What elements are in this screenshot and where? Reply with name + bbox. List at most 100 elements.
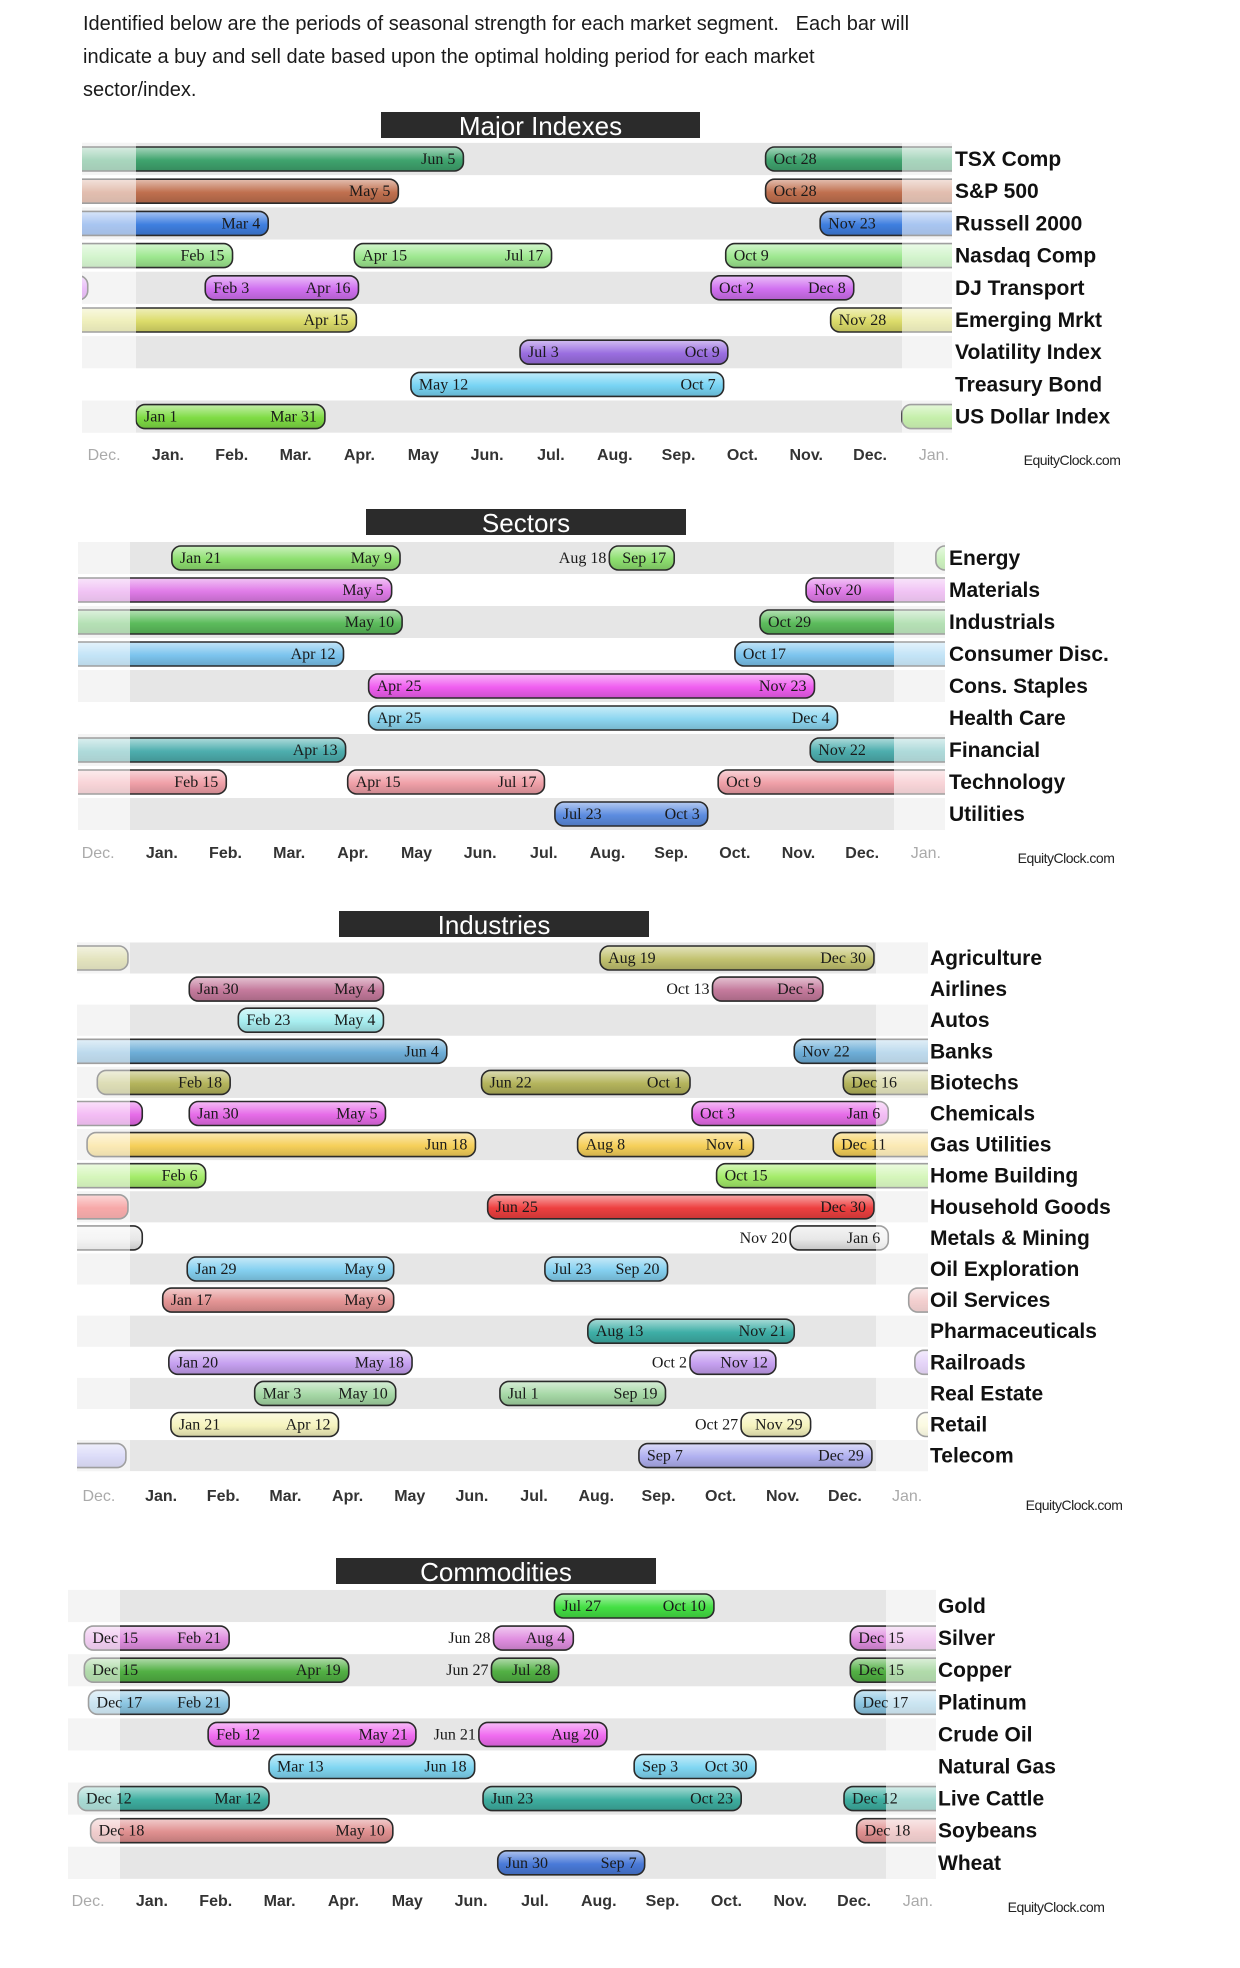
buy-date-label: Dec 18 bbox=[99, 1823, 145, 1840]
axis-month-label: May bbox=[394, 1488, 425, 1505]
sell-date-label: May 10 bbox=[345, 614, 394, 631]
seasonal-bar[interactable] bbox=[367, 673, 816, 699]
seasonal-bar[interactable] bbox=[576, 1131, 755, 1158]
buy-date-label: Sep 3 bbox=[642, 1759, 678, 1776]
axis-month-label: Apr. bbox=[328, 1893, 359, 1910]
buy-date-label: Sep 7 bbox=[647, 1448, 683, 1465]
seasonal-bar[interactable] bbox=[711, 976, 824, 1002]
seasonal-bar[interactable] bbox=[188, 976, 385, 1002]
seasonal-bar[interactable] bbox=[0, 641, 345, 667]
sell-date-label: Feb 15 bbox=[174, 774, 218, 791]
seasonal-bar[interactable] bbox=[480, 1069, 691, 1096]
row-label: Natural Gas bbox=[938, 1756, 1056, 1779]
seasonal-bar[interactable] bbox=[168, 1349, 413, 1376]
fade-next-jan bbox=[894, 542, 945, 830]
sell-date-label: Mar 4 bbox=[222, 215, 261, 232]
row-label: Agriculture bbox=[930, 947, 1042, 970]
seasonal-bar[interactable] bbox=[544, 1256, 669, 1282]
seasonal-bar[interactable] bbox=[490, 1657, 560, 1683]
row-label: Technology bbox=[949, 771, 1066, 794]
row-label: Russell 2000 bbox=[955, 212, 1082, 235]
section-title-bar bbox=[366, 509, 686, 535]
seasonal-bar[interactable] bbox=[188, 1100, 387, 1127]
seasonal-bar[interactable] bbox=[268, 1753, 476, 1780]
sell-date-label: Dec 30 bbox=[820, 950, 866, 967]
seasonal-bar[interactable] bbox=[186, 1256, 395, 1282]
seasonal-bar[interactable] bbox=[638, 1442, 873, 1469]
seasonal-bar[interactable] bbox=[353, 242, 553, 269]
seasonal-bar[interactable] bbox=[48, 1038, 448, 1065]
buy-date-label: Oct 17 bbox=[743, 646, 786, 663]
axis-month-label: Dec. bbox=[828, 1488, 862, 1505]
seasonal-bar[interactable] bbox=[689, 1349, 777, 1376]
seasonal-bar[interactable] bbox=[478, 1721, 608, 1748]
seasonal-bar[interactable] bbox=[715, 1162, 952, 1189]
seasonal-bar[interactable] bbox=[346, 769, 546, 795]
sell-date-label: Oct 3 bbox=[665, 806, 700, 823]
buy-date-label: Jun 28 bbox=[448, 1630, 490, 1647]
seasonal-bar[interactable] bbox=[253, 1380, 397, 1407]
section-title: Sectors bbox=[482, 508, 570, 538]
seasonal-bar[interactable] bbox=[0, 275, 89, 301]
seasonal-bar[interactable] bbox=[170, 1411, 340, 1438]
row-label: Metals & Mining bbox=[930, 1227, 1090, 1250]
seasonal-bar[interactable] bbox=[519, 339, 729, 366]
sell-date-label: May 9 bbox=[351, 550, 392, 567]
seasonal-bar[interactable] bbox=[710, 274, 855, 301]
sell-date-label: Jul 17 bbox=[505, 248, 544, 265]
fade-prev-dec bbox=[78, 542, 130, 830]
seasonal-bar[interactable] bbox=[0, 178, 400, 204]
seasonal-bar[interactable] bbox=[633, 1753, 757, 1780]
seasonal-bar[interactable] bbox=[717, 769, 990, 795]
row-label: Utilities bbox=[949, 803, 1025, 826]
seasonal-bar[interactable] bbox=[482, 1785, 742, 1812]
seasonal-bar[interactable] bbox=[608, 545, 676, 571]
row-label: Telecom bbox=[930, 1445, 1014, 1468]
seasonal-bar[interactable] bbox=[204, 274, 360, 301]
buy-date-label: Nov 20 bbox=[814, 582, 862, 599]
seasonal-bar[interactable] bbox=[486, 1194, 875, 1220]
row-label: Materials bbox=[949, 579, 1040, 602]
axis-month-label: Aug. bbox=[581, 1893, 617, 1910]
seasonal-bar[interactable] bbox=[171, 545, 401, 571]
seasonal-bar[interactable] bbox=[42, 577, 393, 603]
seasonal-bar[interactable] bbox=[237, 1007, 385, 1034]
seasonal-bar[interactable] bbox=[410, 371, 725, 398]
seasonal-bar[interactable] bbox=[161, 1287, 395, 1313]
seasonal-bar[interactable] bbox=[499, 1380, 667, 1407]
row-label: Live Cattle bbox=[938, 1788, 1044, 1811]
axis-month-label: Jun. bbox=[455, 1893, 488, 1910]
seasonal-bar[interactable] bbox=[724, 242, 999, 269]
row-label: Soybeans bbox=[938, 1820, 1037, 1843]
axis-month-label: Mar. bbox=[280, 447, 312, 464]
chart-section-sectors: Sectors Jan 21 May 9 Aug 18 Sep 17 Nov 20 May … bbox=[0, 508, 1115, 866]
section-title-bar bbox=[336, 1558, 656, 1584]
seasonal-bar[interactable] bbox=[793, 1038, 1193, 1065]
seasonal-bar[interactable] bbox=[740, 1411, 812, 1438]
axis-month-label: Jul. bbox=[521, 1893, 549, 1910]
buy-date-label: Jun 21 bbox=[434, 1726, 476, 1743]
seasonal-bar[interactable] bbox=[0, 146, 465, 172]
seasonal-bar[interactable] bbox=[0, 609, 403, 635]
seasonal-bar[interactable] bbox=[496, 1850, 646, 1876]
sell-date-label: Feb 21 bbox=[177, 1694, 221, 1711]
seasonal-bar[interactable] bbox=[587, 1318, 796, 1344]
seasonal-bar[interactable] bbox=[207, 1721, 417, 1748]
seasonal-bar[interactable] bbox=[553, 1593, 715, 1619]
buy-date-label: Jun 22 bbox=[490, 1074, 532, 1091]
seasonal-bar[interactable] bbox=[46, 737, 347, 763]
row-label: Retail bbox=[930, 1414, 987, 1437]
seasonal-bar[interactable] bbox=[86, 1131, 477, 1158]
seasonal-bar[interactable] bbox=[492, 1625, 575, 1651]
edge-fades bbox=[82, 142, 952, 433]
fade-prev-dec bbox=[68, 1589, 120, 1879]
seasonal-bar[interactable] bbox=[367, 705, 839, 731]
seasonal-bar[interactable] bbox=[599, 945, 875, 971]
seasonal-bar[interactable] bbox=[554, 801, 709, 827]
seasonal-bar[interactable] bbox=[65, 307, 358, 333]
buy-date-label: Oct 27 bbox=[695, 1417, 738, 1434]
axis-month-label: Oct. bbox=[705, 1488, 736, 1505]
intro-line: Identified below are the periods of seas… bbox=[83, 13, 910, 35]
buy-date-label: May 12 bbox=[419, 376, 468, 393]
row-label: Biotechs bbox=[930, 1071, 1019, 1094]
